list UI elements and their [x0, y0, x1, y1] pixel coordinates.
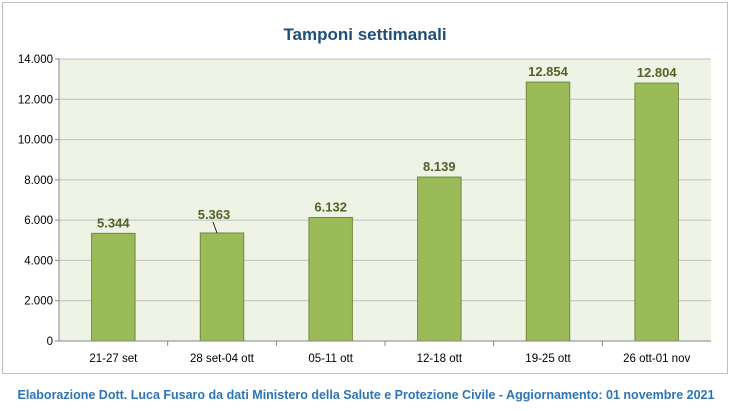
- y-tick-label: 8.000: [24, 175, 53, 187]
- bar: [199, 232, 245, 342]
- footer-credit: Elaborazione Dott. Luca Fusaro da dati M…: [17, 388, 715, 402]
- bar: [417, 176, 462, 342]
- data-label: 12.854: [528, 64, 569, 79]
- data-label: 5.363: [198, 207, 231, 222]
- x-tick-label: 12-18 ott: [417, 353, 463, 365]
- x-tick-label: 21-27 set: [89, 353, 138, 365]
- data-label: 8.139: [423, 159, 456, 174]
- chart-title: Tamponi settimanali: [283, 25, 446, 44]
- chart-container: Tamponi settimanali 0 2.000 4.000 6.000 8.00…: [2, 2, 728, 374]
- data-label: 5.344: [97, 215, 130, 230]
- y-tick-label: 12.000: [18, 94, 53, 106]
- x-tick-label: 05-11 ott: [308, 353, 353, 365]
- y-tick-label: 0: [47, 336, 53, 348]
- plot-area: [59, 59, 711, 341]
- bar: [308, 216, 353, 342]
- x-tick-label: 28 set-04 ott: [190, 353, 255, 365]
- y-tick-label: 14.000: [18, 54, 53, 66]
- bar-chart: Tamponi settimanali 0 2.000 4.000 6.000 8.00…: [18, 25, 711, 365]
- data-label-leader: [212, 221, 218, 234]
- data-label: 6.132: [314, 199, 347, 214]
- y-tick-label: 2.000: [24, 296, 53, 308]
- y-tick-label: 6.000: [24, 215, 53, 227]
- y-tick-label: 4.000: [24, 255, 53, 267]
- y-tick-label: 10.000: [18, 135, 53, 147]
- data-label: 12.804: [637, 65, 678, 80]
- x-tick-label: 26 ott-01 nov: [623, 353, 690, 365]
- bar: [634, 82, 679, 342]
- bar: [91, 232, 136, 342]
- bar: [525, 81, 571, 342]
- x-tick-label: 19-25 ott: [525, 353, 571, 365]
